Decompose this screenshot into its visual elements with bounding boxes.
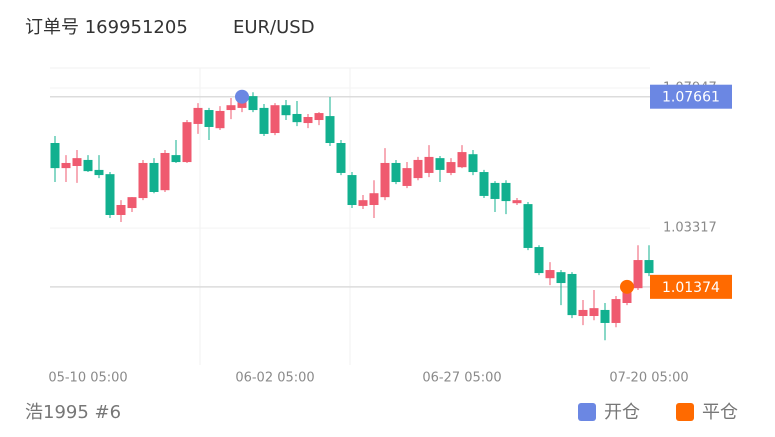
candle-body bbox=[501, 182, 511, 202]
candle-body bbox=[644, 260, 654, 274]
candle-body bbox=[325, 116, 335, 144]
candle-body bbox=[259, 107, 269, 134]
candle-body bbox=[446, 162, 456, 173]
candle-body bbox=[611, 299, 621, 323]
candle-body bbox=[413, 159, 423, 179]
x-tick-label: 06-02 05:00 bbox=[235, 371, 314, 386]
x-tick-label: 05-10 05:00 bbox=[48, 371, 127, 386]
candle-body bbox=[105, 174, 115, 215]
candle-body bbox=[633, 260, 643, 289]
candle-body bbox=[567, 273, 577, 316]
candle-body bbox=[358, 200, 368, 206]
candle-body bbox=[226, 105, 236, 111]
candle-body bbox=[512, 200, 522, 204]
candle-body bbox=[204, 110, 214, 127]
candle-body bbox=[116, 205, 126, 215]
candle-body bbox=[468, 154, 478, 173]
candle-body bbox=[248, 96, 258, 111]
candle-body bbox=[215, 110, 225, 129]
legend-swatch bbox=[676, 403, 694, 421]
legend-label: 开仓 bbox=[604, 402, 640, 423]
candle-body bbox=[281, 105, 291, 116]
candle-body bbox=[127, 197, 137, 209]
price-tag bbox=[650, 274, 732, 299]
candle-body bbox=[182, 122, 192, 163]
candle-body bbox=[534, 247, 544, 274]
candle-body bbox=[314, 113, 324, 121]
y-tick-label: 1.03317 bbox=[663, 221, 717, 236]
candle-body bbox=[149, 162, 159, 193]
candle-body bbox=[523, 204, 533, 248]
candle-body bbox=[292, 113, 302, 123]
trade-marker bbox=[235, 89, 249, 104]
trade-marker bbox=[620, 279, 634, 294]
candle-body bbox=[578, 309, 588, 317]
candle-body bbox=[600, 309, 610, 323]
candle-body bbox=[303, 116, 313, 124]
price-tag-label: 1.01374 bbox=[662, 280, 720, 296]
order-number: 订单号 169951205 bbox=[25, 17, 188, 38]
candle-body bbox=[193, 107, 203, 124]
candle-body bbox=[72, 158, 82, 166]
x-tick-label: 06-27 05:00 bbox=[422, 371, 501, 386]
candle-body bbox=[545, 270, 555, 279]
candle-body bbox=[94, 169, 104, 176]
candle-body bbox=[336, 143, 346, 173]
candle-body bbox=[589, 308, 599, 317]
candle-body bbox=[622, 285, 632, 303]
candle-body bbox=[369, 193, 379, 206]
candle-body bbox=[61, 162, 71, 169]
candle-body bbox=[479, 172, 489, 196]
candle-body bbox=[424, 156, 434, 173]
x-tick-label: 07-20 05:00 bbox=[609, 371, 688, 386]
price-tag-label: 1.07661 bbox=[662, 90, 720, 106]
candle-body bbox=[160, 152, 170, 191]
legend-swatch bbox=[578, 403, 596, 421]
legend-label: 平仓 bbox=[702, 402, 738, 423]
candle-body bbox=[435, 158, 445, 170]
candle-body bbox=[171, 155, 181, 163]
candle-body bbox=[50, 143, 60, 169]
candle-body bbox=[83, 159, 93, 172]
candle-body bbox=[380, 162, 390, 198]
candle-body bbox=[138, 162, 148, 199]
candle-body bbox=[490, 182, 500, 199]
candle-body bbox=[270, 105, 280, 134]
candle-body bbox=[347, 175, 357, 206]
candle-body bbox=[556, 272, 566, 284]
symbol: EUR/USD bbox=[233, 17, 315, 38]
candle-body bbox=[391, 162, 401, 183]
price-tag bbox=[650, 84, 732, 109]
candle-body bbox=[402, 168, 412, 186]
candle-body bbox=[457, 152, 467, 168]
user-label: 浩1995 #6 bbox=[25, 402, 121, 423]
